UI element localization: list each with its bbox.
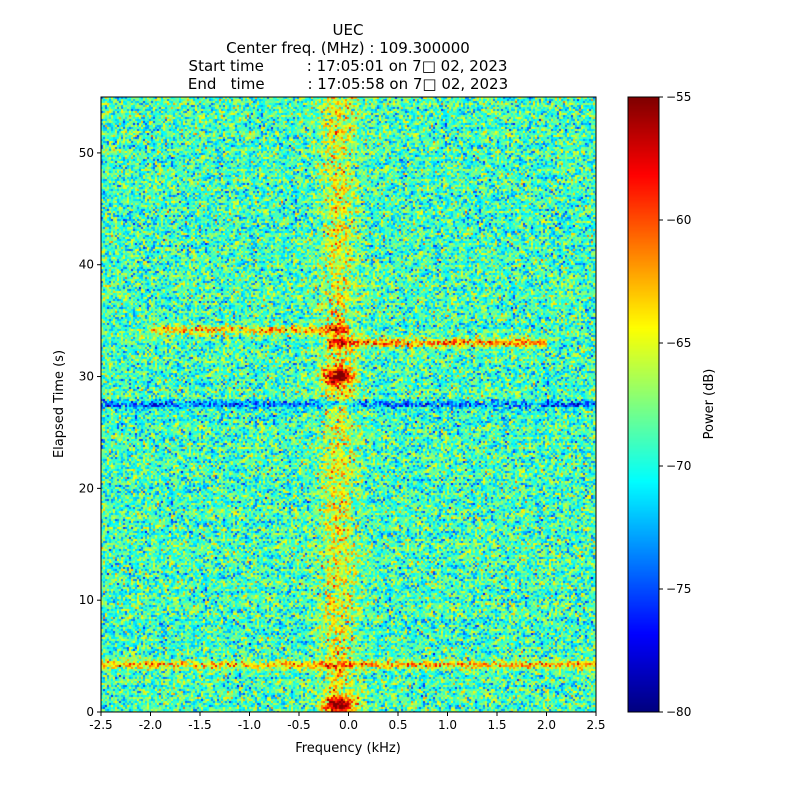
y-axis-label: Elapsed Time (s): [52, 350, 67, 458]
y-tick-label: 0: [86, 705, 94, 719]
x-tick-label: -2.5: [89, 718, 112, 732]
colorbar-tick-label: −70: [666, 459, 691, 473]
y-tick-label: 20: [79, 481, 94, 495]
chart-subtitle-start-time: Start time : 17:05:01 on 7□ 02, 2023: [188, 57, 508, 75]
y-tick-label: 10: [79, 593, 94, 607]
x-tick-label: -1.5: [188, 718, 211, 732]
colorbar-ticks: −80 −75 −70 −65 −60 −55: [659, 90, 691, 719]
colorbar-tick-label: −75: [666, 582, 691, 596]
x-tick-label: 2.5: [586, 718, 605, 732]
plot-frame: [100, 96, 597, 713]
colorbar-tick-label: −55: [666, 90, 691, 104]
y-tick-label: 30: [79, 370, 94, 384]
x-tick-label: 2.0: [537, 718, 556, 732]
x-axis-ticks: -2.5 -2.0 -1.5 -1.0 -0.5 0.0 0.5 1.0 1.5 2.0 2.5: [89, 712, 606, 732]
x-axis-label: Frequency (kHz): [295, 741, 401, 756]
colorbar-gradient: [628, 97, 659, 712]
y-tick-label: 50: [79, 146, 94, 160]
x-tick-label: 0.5: [388, 718, 407, 732]
chart-subtitle-center-freq: Center freq. (MHz) : 109.300000: [226, 39, 470, 57]
chart-title: UEC: [332, 21, 364, 39]
colorbar-tick-label: −80: [666, 705, 691, 719]
colorbar-tick-label: −60: [666, 213, 691, 227]
colorbar-label: Power (dB): [702, 369, 717, 440]
x-tick-label: 1.0: [438, 718, 457, 732]
y-tick-label: 40: [79, 258, 94, 272]
x-tick-label: -2.0: [139, 718, 162, 732]
spectrogram-heatmap: [101, 97, 596, 712]
colorbar-frame: [627, 96, 660, 713]
x-tick-label: 1.5: [487, 718, 506, 732]
x-tick-label: -1.0: [238, 718, 261, 732]
x-tick-label: 0.0: [339, 718, 358, 732]
y-axis-ticks: 0 10 20 30 40 50: [79, 146, 101, 719]
x-tick-label: -0.5: [287, 718, 310, 732]
chart-subtitle-end-time: End time : 17:05:58 on 7□ 02, 2023: [187, 75, 509, 93]
colorbar-tick-label: −65: [666, 336, 691, 350]
